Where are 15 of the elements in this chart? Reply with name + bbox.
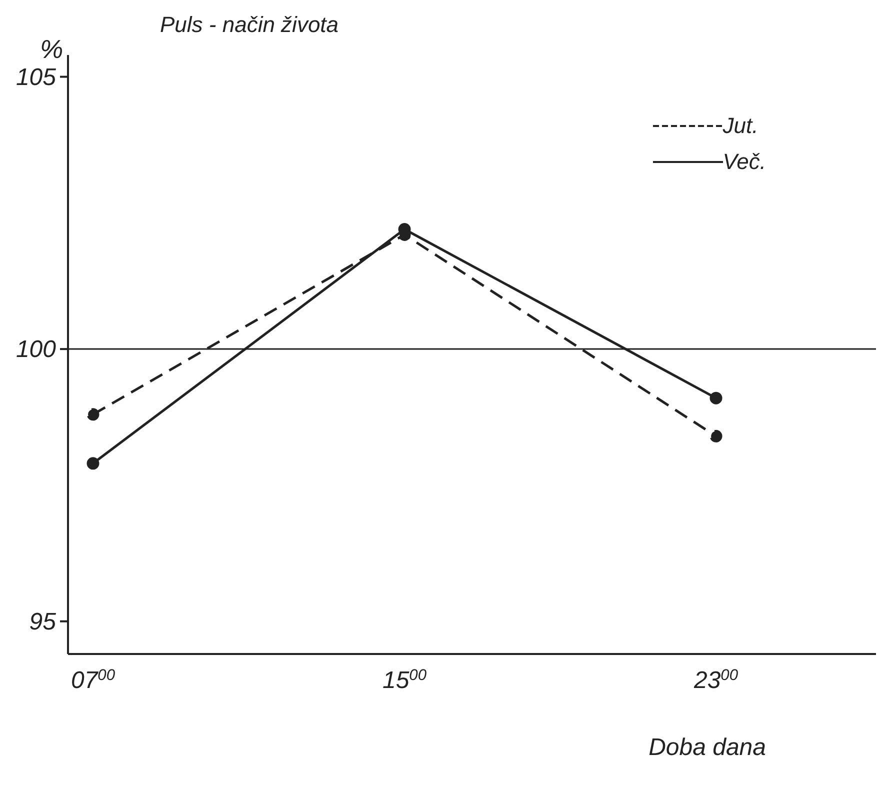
point [710, 430, 722, 442]
x-tick-label: 07$^{00}$ [70, 666, 116, 694]
x-axis-title: Doba dana [648, 734, 766, 762]
legend-label: Jut. [722, 113, 758, 139]
chart-title: Puls - način života [160, 12, 339, 38]
point [86, 408, 100, 421]
y-tick-label: 105 [16, 64, 57, 91]
x-tick-label: 23$^{00}$ [692, 666, 738, 694]
legend-label: Več. [722, 149, 766, 175]
point [86, 457, 100, 470]
y-tick-label: 95 [29, 608, 57, 636]
y-axis-title: % [40, 34, 64, 65]
point [710, 392, 722, 404]
y-tick-label: 100 [16, 336, 57, 364]
x-tick-label: 15$^{00}$ [382, 666, 427, 694]
